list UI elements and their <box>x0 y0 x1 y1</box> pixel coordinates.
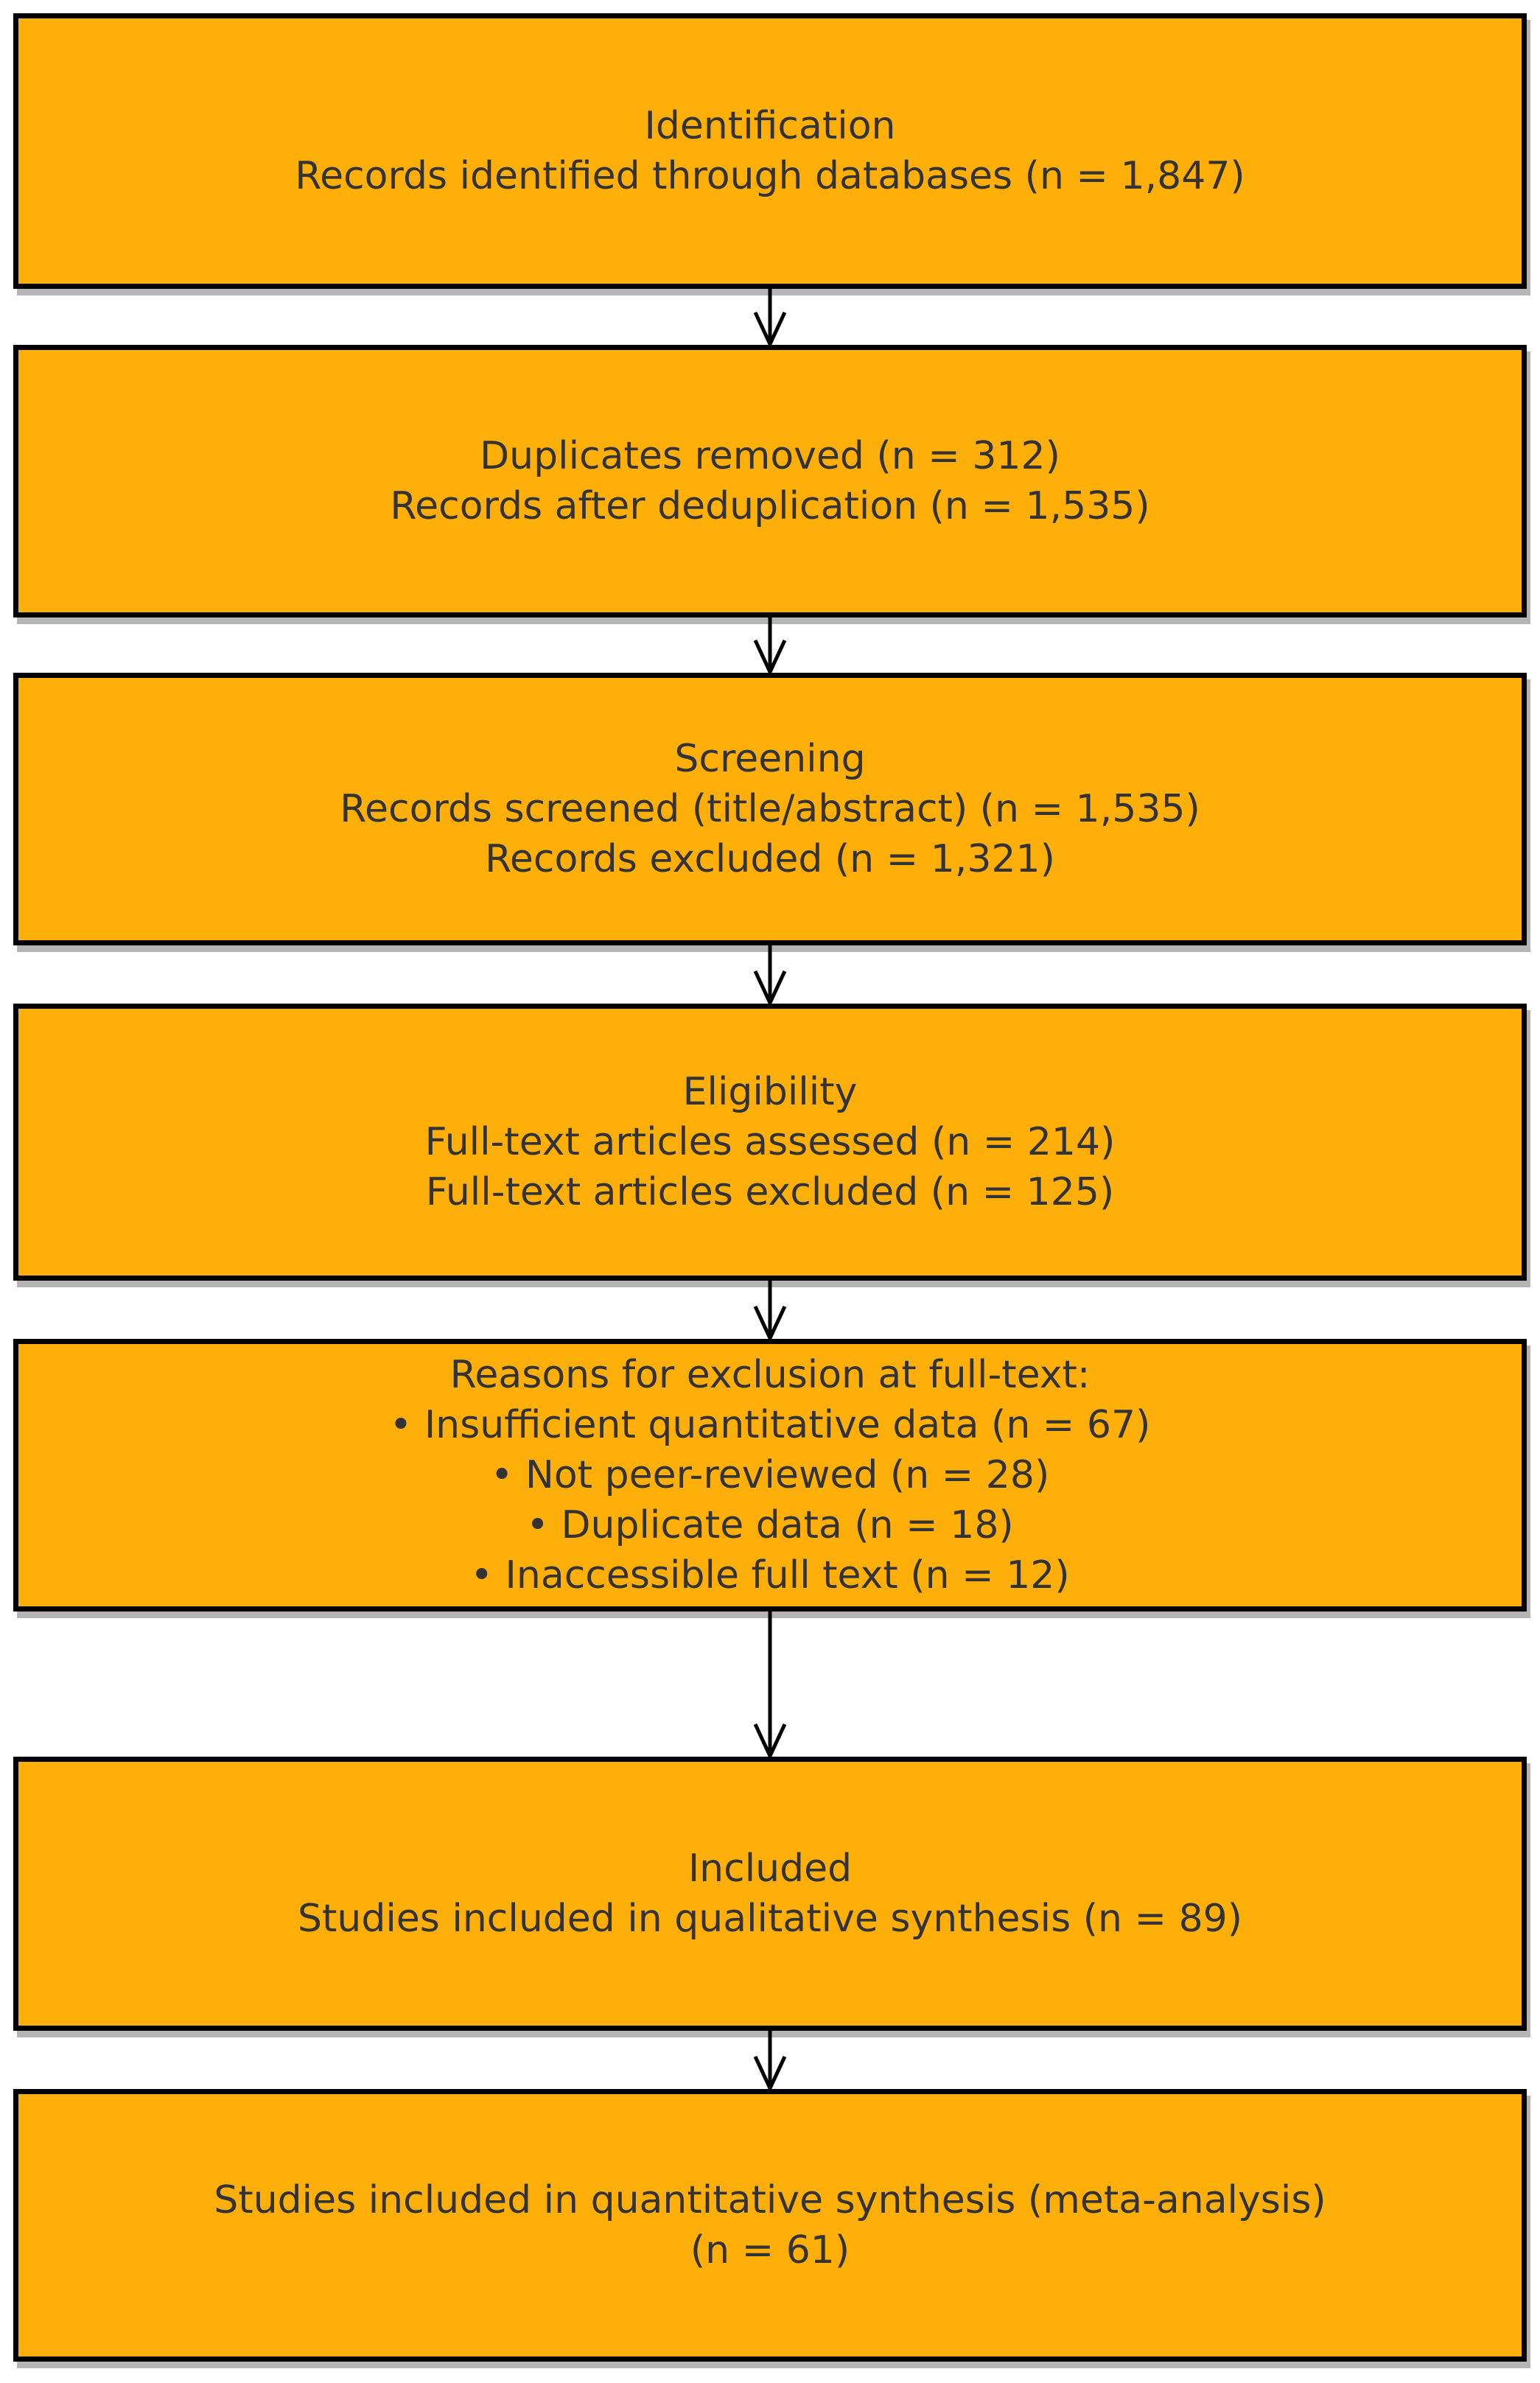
box-eligibility-title: Eligibility <box>682 1070 858 1114</box>
box-deduplication-line: Records after deduplication (n = 1,535) <box>390 484 1150 528</box>
flow-box-quantitative-synthesis: Studies included in quantitative synthes… <box>13 2089 1527 2362</box>
box-identification-title: Identification <box>644 104 896 148</box>
box-exclusion-bullet: • Duplicate data (n = 18) <box>526 1503 1014 1547</box>
flow-box-eligibility: Eligibility Full-text articles assessed … <box>13 1004 1527 1281</box>
box-exclusion-bullet: • Insufficient quantitative data (n = 67… <box>389 1403 1151 1447</box>
box-exclusion-bullet: • Inaccessible full text (n = 12) <box>470 1553 1070 1598</box>
box-included-title: Included <box>687 1847 853 1891</box>
flow-box-deduplication: Duplicates removed (n = 312) Records aft… <box>13 345 1527 617</box>
box-deduplication-line: Duplicates removed (n = 312) <box>480 434 1060 478</box>
down-arrow-4 <box>753 1279 787 1340</box>
box-exclusion-title: Reasons for exclusion at full-text: <box>449 1353 1091 1397</box>
box-quantitative-line: Studies included in quantitative synthes… <box>214 2178 1326 2222</box>
box-screening-title: Screening <box>674 737 866 781</box>
box-exclusion-bullet: • Not peer-reviewed (n = 28) <box>490 1453 1050 1497</box>
box-quantitative-count: (n = 61) <box>690 2228 850 2272</box>
box-eligibility-line: Full-text articles excluded (n = 125) <box>425 1170 1115 1214</box>
flow-box-screening: Screening Records screened (title/abstra… <box>13 673 1527 945</box>
down-arrow-5 <box>753 1610 787 1758</box>
down-arrow-2 <box>753 616 787 674</box>
box-screening-line: Records screened (title/abstract) (n = 1… <box>340 787 1200 831</box>
box-included-line: Studies included in qualitative synthesi… <box>297 1897 1243 1941</box>
down-arrow-1 <box>753 287 787 346</box>
box-eligibility-line: Full-text articles assessed (n = 214) <box>424 1120 1116 1164</box>
flow-box-exclusion-reasons: Reasons for exclusion at full-text: • In… <box>13 1339 1527 1612</box>
box-screening-line: Records excluded (n = 1,321) <box>485 837 1055 881</box>
down-arrow-6 <box>753 2029 787 2090</box>
flow-box-included: Included Studies included in qualitative… <box>13 1757 1527 2031</box>
flow-box-identification: Identification Records identified throug… <box>13 13 1527 289</box>
down-arrow-3 <box>753 944 787 1005</box>
box-identification-line: Records identified through databases (n … <box>295 154 1245 198</box>
